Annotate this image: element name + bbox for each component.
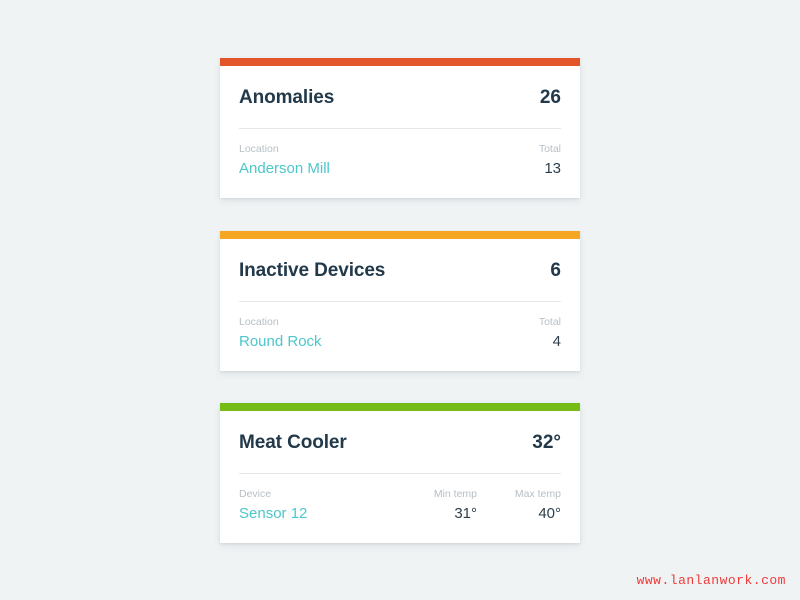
field-value-link[interactable]: Anderson Mill: [239, 159, 330, 177]
field-location: Location Round Rock: [239, 316, 539, 351]
field-value-link[interactable]: Round Rock: [239, 332, 322, 350]
field-label: Total: [538, 142, 561, 155]
card-divider: [239, 472, 561, 474]
card-footer: Device Sensor 12 Min temp 31° Max temp 4…: [239, 474, 561, 543]
field-value-number: 13: [544, 159, 561, 177]
card-title: Meat Cooler: [239, 432, 347, 453]
card-accent-bar: [220, 403, 580, 411]
card-body: Anomalies 26 Location Anderson Mill Tota…: [220, 66, 580, 198]
card-anomalies[interactable]: Anomalies 26 Location Anderson Mill Tota…: [220, 58, 580, 199]
watermark: www.lanlanwork.com: [636, 573, 786, 588]
card-header: Inactive Devices 6: [239, 239, 561, 301]
field-label: Location: [239, 142, 279, 155]
card-accent-bar: [220, 58, 580, 66]
card-body: Inactive Devices 6 Location Round Rock T…: [220, 239, 580, 371]
card-divider: [239, 127, 561, 129]
field-total: Total 4: [539, 316, 561, 351]
card-title: Anomalies: [239, 87, 335, 108]
card-footer: Location Round Rock Total 4: [239, 302, 561, 371]
field-device: Device Sensor 12: [239, 488, 391, 523]
card-metric: 6: [550, 260, 561, 281]
card-inactive-devices[interactable]: Inactive Devices 6 Location Round Rock T…: [220, 231, 580, 372]
field-value-link[interactable]: Sensor 12: [239, 504, 308, 522]
card-body: Meat Cooler 32° Device Sensor 12 Min tem…: [220, 411, 580, 543]
card-metric: 26: [539, 87, 561, 108]
field-label: Location: [239, 315, 279, 328]
field-label: Device: [239, 487, 272, 500]
card-metric: 32°: [532, 432, 561, 453]
card-header: Anomalies 26: [239, 66, 561, 128]
field-max-temp: Max temp 40°: [477, 488, 561, 523]
card-footer: Location Anderson Mill Total 13: [239, 129, 561, 198]
card-title: Inactive Devices: [239, 260, 386, 281]
field-value-number: 4: [552, 332, 561, 350]
field-value-number: 31°: [454, 504, 477, 522]
card-meat-cooler[interactable]: Meat Cooler 32° Device Sensor 12 Min tem…: [220, 403, 580, 544]
field-label: Min temp: [433, 487, 477, 500]
field-total: Total 13: [539, 143, 561, 178]
field-label: Total: [538, 315, 561, 328]
card-header: Meat Cooler 32°: [239, 411, 561, 473]
card-accent-bar: [220, 231, 580, 239]
field-label: Max temp: [514, 487, 561, 500]
field-min-temp: Min temp 31°: [391, 488, 477, 523]
card-divider: [239, 300, 561, 302]
field-value-number: 40°: [538, 504, 561, 522]
field-location: Location Anderson Mill: [239, 143, 539, 178]
